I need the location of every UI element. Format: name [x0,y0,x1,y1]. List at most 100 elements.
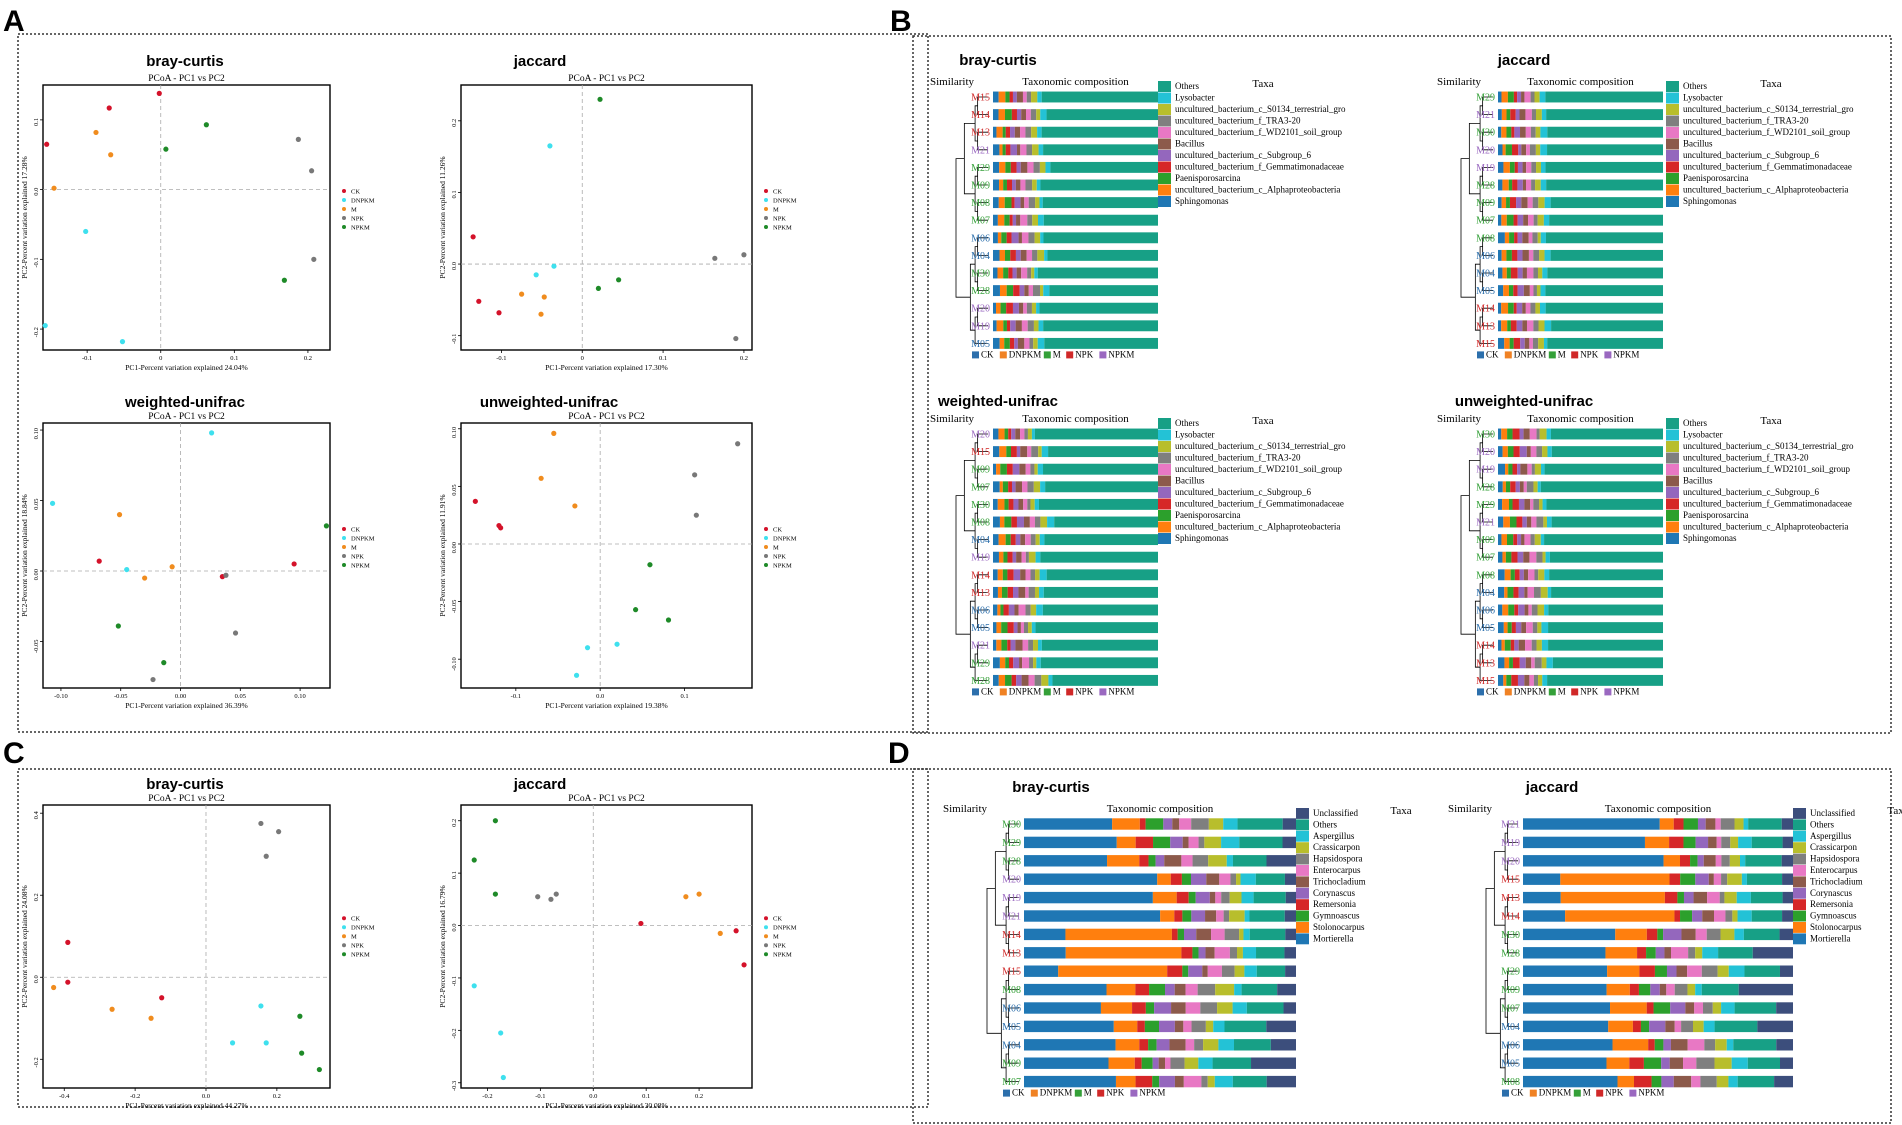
bar-segment [1523,214,1529,226]
bar-segment [1011,481,1016,493]
bar-segment [1012,302,1019,314]
bar-segment [1040,657,1158,669]
bar-segment [1774,1075,1793,1088]
bar-segment [1021,674,1029,686]
bar-segment [1148,1039,1157,1051]
dendrogram-link [977,167,988,186]
bar-segment [1546,428,1551,440]
bar-segment [1028,639,1034,651]
group-swatch [1097,1089,1105,1097]
taxa-swatch [1666,104,1679,115]
x-tick-label: 0.10 [294,693,305,700]
bar-segment [1501,249,1507,261]
bar-segment [1734,1002,1777,1014]
dendrogram-link [1507,934,1518,954]
dendrogram-link [1485,888,1501,1034]
bar-segment [1676,965,1688,977]
legend-marker [342,545,346,549]
bar-segment [1498,569,1505,581]
bar-segment [1546,516,1552,528]
bar-segment [1040,481,1046,493]
data-point [551,430,557,436]
bar-segment [1671,947,1689,959]
bar-segment [1004,214,1010,226]
bar-segment [1521,144,1527,156]
bar-segment [1522,232,1529,244]
bar-segment [996,463,1001,475]
bar-segment [1513,446,1520,458]
legend-marker [342,216,346,220]
bar-segment [1533,285,1537,297]
bar-segment [1733,1039,1777,1051]
bar-segment [1049,285,1158,297]
bar-segment [1721,1002,1735,1014]
bar-segment [1523,836,1645,849]
bar-segment [1282,836,1296,849]
dendrogram-link [1460,495,1476,635]
taxa-name: uncultured_bacterium_f_TRA3-20 [1175,116,1301,126]
data-point [733,335,739,342]
bar-segment [1528,604,1532,616]
sample-label: M04 [1476,269,1495,280]
bar-segment [1547,144,1663,156]
taxa-swatch [1793,830,1806,842]
bar-segment [1514,604,1519,616]
sample-label: M29 [971,163,990,174]
legend-label: DNPKM [773,536,797,543]
bar-segment [1537,232,1541,244]
bar-segment [993,428,999,440]
bar-segment [1284,910,1296,922]
taxa-swatch [1666,418,1679,429]
bar-segment [1523,855,1664,867]
bar-segment [1540,285,1546,297]
panel-label: B [890,5,912,38]
bar-segment [1234,983,1242,996]
bar-segment [1007,622,1014,634]
panel-label: A [3,5,25,38]
bar-segment [1511,622,1516,634]
bar-segment [1034,498,1039,510]
bar-segment [1205,910,1217,922]
bar-segment [1040,179,1158,191]
data-point [106,105,112,111]
taxa-name: Unclassified [1313,808,1358,818]
taxa-swatch [1158,173,1171,184]
taxa-name: uncultured_bacterium_c_S0134_terrestrial… [1683,104,1854,114]
bar-segment [1014,197,1021,209]
bar-segment [1207,965,1222,977]
bar-segment [993,144,1000,156]
x-tick-label: 0.2 [695,1093,703,1100]
bar-segment [1011,674,1017,686]
taxa-swatch [1158,510,1171,521]
bar-segment [999,144,1003,156]
data-point [498,1030,504,1036]
bar-segment [1032,249,1038,261]
group-swatch [1504,351,1512,359]
bar-segment [1529,674,1534,686]
similarity-label: Similarity [943,803,988,815]
bar-segment [1527,463,1532,475]
bar-segment [1661,1075,1674,1088]
bar-segment [1024,1002,1101,1014]
taxa-swatch [1158,475,1171,487]
bar-segment [1016,446,1021,458]
sample-label: M28 [971,676,990,687]
sample-label: M04 [1002,1040,1021,1051]
data-point [533,272,539,278]
bar-segment [1164,855,1182,867]
sample-label: M19 [1476,465,1495,476]
legend-marker [764,952,768,957]
bar-segment [1498,144,1503,156]
bar-segment [1518,144,1522,156]
bar-segment [1185,983,1198,996]
legend-label: NPK [773,943,786,950]
dendrogram-link [1493,851,1506,926]
bar-segment [999,337,1005,349]
bar-segment [1517,179,1523,191]
taxa-name: Others [1683,81,1707,91]
dendrogram-link [1507,860,1518,880]
bar-segment [1188,891,1196,904]
bar-segment [1606,983,1630,996]
bar-segment [1510,639,1515,651]
